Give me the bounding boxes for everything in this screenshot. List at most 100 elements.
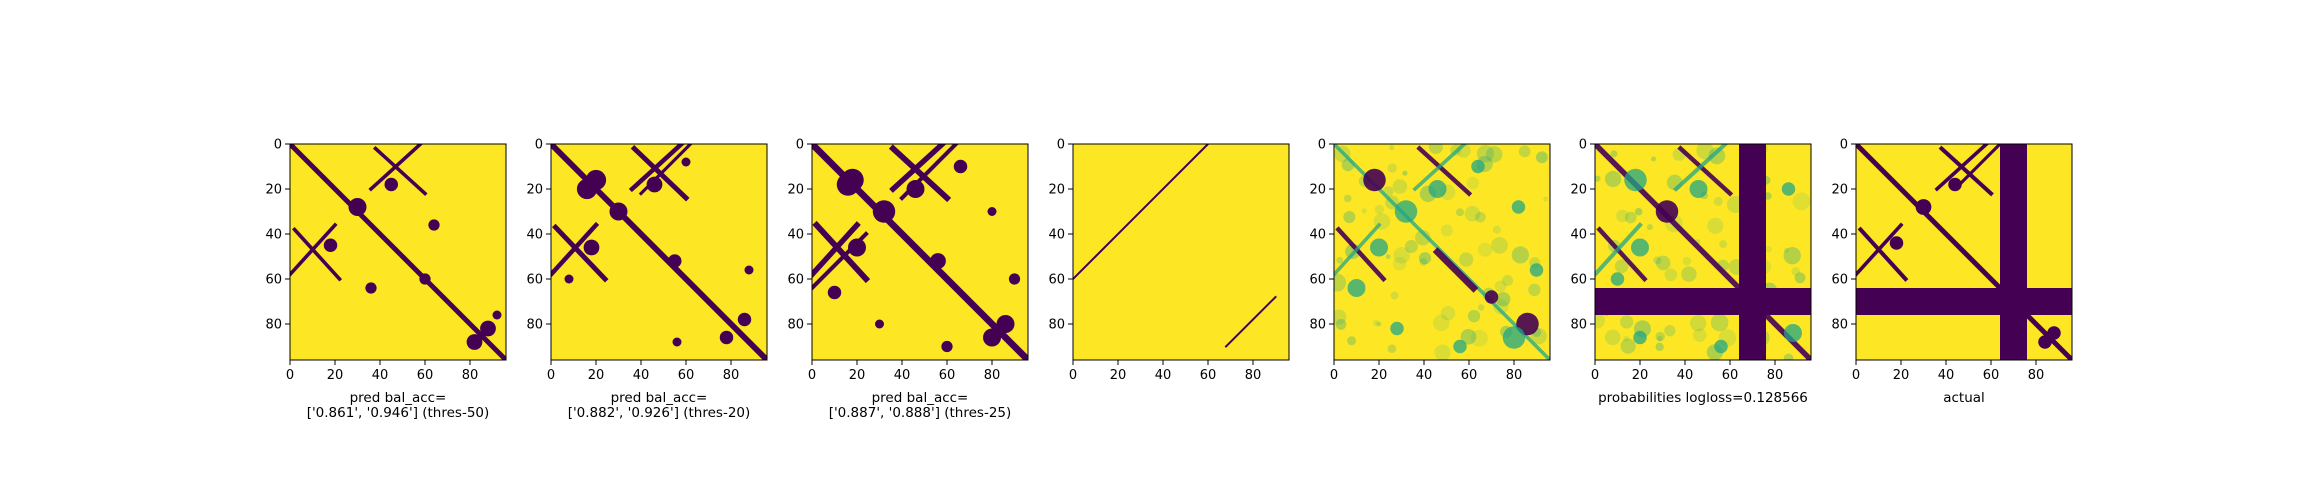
contact-band-5 bbox=[551, 221, 600, 278]
probability-speckle bbox=[1543, 196, 1549, 202]
masked-rows bbox=[1595, 288, 1811, 315]
probability-speckle bbox=[1402, 170, 1408, 176]
probability-speckle bbox=[1470, 329, 1488, 347]
contact-band-5 bbox=[812, 221, 861, 279]
probability-speckle bbox=[1614, 259, 1629, 274]
probability-speckle bbox=[1655, 331, 1665, 342]
x-tick-label: 60 bbox=[417, 368, 434, 383]
contact-cluster-14 bbox=[983, 328, 1001, 347]
contact-cluster-13 bbox=[428, 219, 440, 231]
x-tick-label: 60 bbox=[678, 368, 695, 383]
contact-cluster-7 bbox=[1915, 199, 1932, 215]
probability-speckle bbox=[1604, 329, 1621, 346]
probability-speckle bbox=[1361, 208, 1367, 214]
probability-speckle bbox=[1336, 256, 1344, 264]
contact-cluster-19 bbox=[1511, 200, 1526, 214]
contact-cluster-7 bbox=[384, 177, 398, 192]
y-tick-label: 20 bbox=[1831, 183, 1848, 198]
probability-speckle bbox=[1696, 144, 1714, 160]
axes-frame bbox=[1072, 143, 1290, 361]
panel-1: 0 20 40 60 80 0 20 40 60 80 pred bal_acc=['0.861',… bbox=[265, 138, 507, 421]
contact-band-2 bbox=[1938, 145, 1994, 197]
plot-area bbox=[812, 144, 1028, 360]
probability-speckle bbox=[1794, 272, 1806, 284]
contact-cluster-8 bbox=[1394, 200, 1418, 223]
panel-3: 0 20 40 60 80 0 20 40 60 80 pred bal_acc=['0.887',… bbox=[787, 138, 1029, 421]
contact-band-3 bbox=[1857, 226, 1909, 282]
contact-cluster-9 bbox=[1631, 238, 1649, 257]
y-tick-label: 20 bbox=[265, 183, 282, 198]
x-tick-label: 80 bbox=[984, 368, 1001, 383]
probability-speckle bbox=[1389, 144, 1395, 151]
masked-columns bbox=[1739, 144, 1766, 360]
probability-speckle bbox=[1620, 338, 1636, 354]
panel-5: 0 20 40 60 80 0 20 40 60 80 bbox=[1309, 138, 1551, 383]
contact-band-1 bbox=[290, 144, 506, 360]
y-tick-label: 20 bbox=[526, 183, 543, 198]
contact-band-4 bbox=[628, 144, 685, 193]
contact-cluster-15 bbox=[1453, 339, 1467, 354]
contact-cluster-12 bbox=[492, 310, 502, 320]
contact-band-5 bbox=[1334, 222, 1382, 278]
probability-speckle bbox=[1653, 256, 1662, 265]
contact-cluster-20 bbox=[875, 319, 884, 329]
x-tick-label: 80 bbox=[1506, 368, 1523, 383]
probability-speckle bbox=[1374, 204, 1385, 215]
contact-cluster-10 bbox=[2047, 326, 2061, 340]
y-tick-label: 40 bbox=[787, 228, 804, 243]
y-tick-label: 20 bbox=[787, 183, 804, 198]
contact-band-2 bbox=[1224, 295, 1277, 348]
x-tick-label: 40 bbox=[633, 368, 650, 383]
contact-cluster-11 bbox=[1781, 182, 1796, 196]
x-tick-label: 40 bbox=[372, 368, 389, 383]
contact-cluster-13 bbox=[719, 330, 734, 345]
probability-speckle bbox=[1390, 291, 1399, 300]
contact-band-3 bbox=[1335, 226, 1387, 283]
contact-cluster-10 bbox=[1784, 324, 1802, 342]
axes-frame bbox=[811, 143, 1029, 361]
contact-cluster-12 bbox=[1633, 330, 1647, 345]
contact-band-5 bbox=[1856, 222, 1904, 278]
y-tick-label: 0 bbox=[535, 138, 543, 153]
probability-speckle bbox=[1664, 268, 1678, 282]
panel-caption-line: ['0.861', '0.946'] (thres-50) bbox=[307, 405, 490, 421]
y-tick-label: 0 bbox=[1057, 138, 1065, 153]
contact-band-4 bbox=[1673, 144, 1729, 192]
y-tick-label: 20 bbox=[1048, 183, 1065, 198]
probability-speckle bbox=[1681, 266, 1697, 282]
x-tick-label: 60 bbox=[1722, 368, 1739, 383]
probability-speckle bbox=[1334, 273, 1347, 292]
contact-cluster-18 bbox=[827, 285, 842, 300]
probability-speckle bbox=[1610, 150, 1618, 158]
contact-band-5 bbox=[1595, 222, 1643, 278]
contact-cluster-8 bbox=[1948, 177, 1962, 192]
plot-area bbox=[551, 144, 767, 360]
panel-caption-line: probabilities logloss=0.128566 bbox=[1598, 390, 1808, 406]
x-tick-label: 80 bbox=[1767, 368, 1784, 383]
probability-speckle bbox=[1385, 254, 1391, 260]
y-tick-label: 0 bbox=[1318, 138, 1326, 153]
contact-band-2 bbox=[888, 144, 952, 203]
panel-caption-line: pred bal_acc= bbox=[350, 390, 447, 406]
x-tick-label: 40 bbox=[1938, 368, 1955, 383]
probability-speckle bbox=[1528, 283, 1541, 297]
x-tick-label: 40 bbox=[1416, 368, 1433, 383]
y-tick-label: 20 bbox=[1309, 183, 1326, 198]
contact-cluster-11 bbox=[906, 180, 925, 198]
probability-speckle bbox=[1464, 205, 1481, 222]
contact-cluster-16 bbox=[1347, 279, 1366, 297]
probability-speckle bbox=[1372, 319, 1380, 327]
probability-speckle bbox=[1707, 217, 1724, 234]
axes-frame bbox=[289, 143, 507, 361]
probability-speckle bbox=[1493, 299, 1509, 315]
panel-7: 0 20 40 60 80 0 20 40 60 80 actual bbox=[1831, 138, 2073, 406]
contact-cluster-15 bbox=[744, 265, 754, 275]
y-tick-label: 40 bbox=[1831, 228, 1848, 243]
contact-cluster-17 bbox=[941, 340, 953, 353]
panel-4: 0 20 40 60 80 0 20 40 60 80 bbox=[1048, 138, 1290, 383]
probability-speckle bbox=[1404, 240, 1418, 254]
probability-speckle bbox=[1689, 315, 1707, 332]
y-tick-label: 0 bbox=[796, 138, 804, 153]
y-tick-label: 20 bbox=[1570, 183, 1587, 198]
